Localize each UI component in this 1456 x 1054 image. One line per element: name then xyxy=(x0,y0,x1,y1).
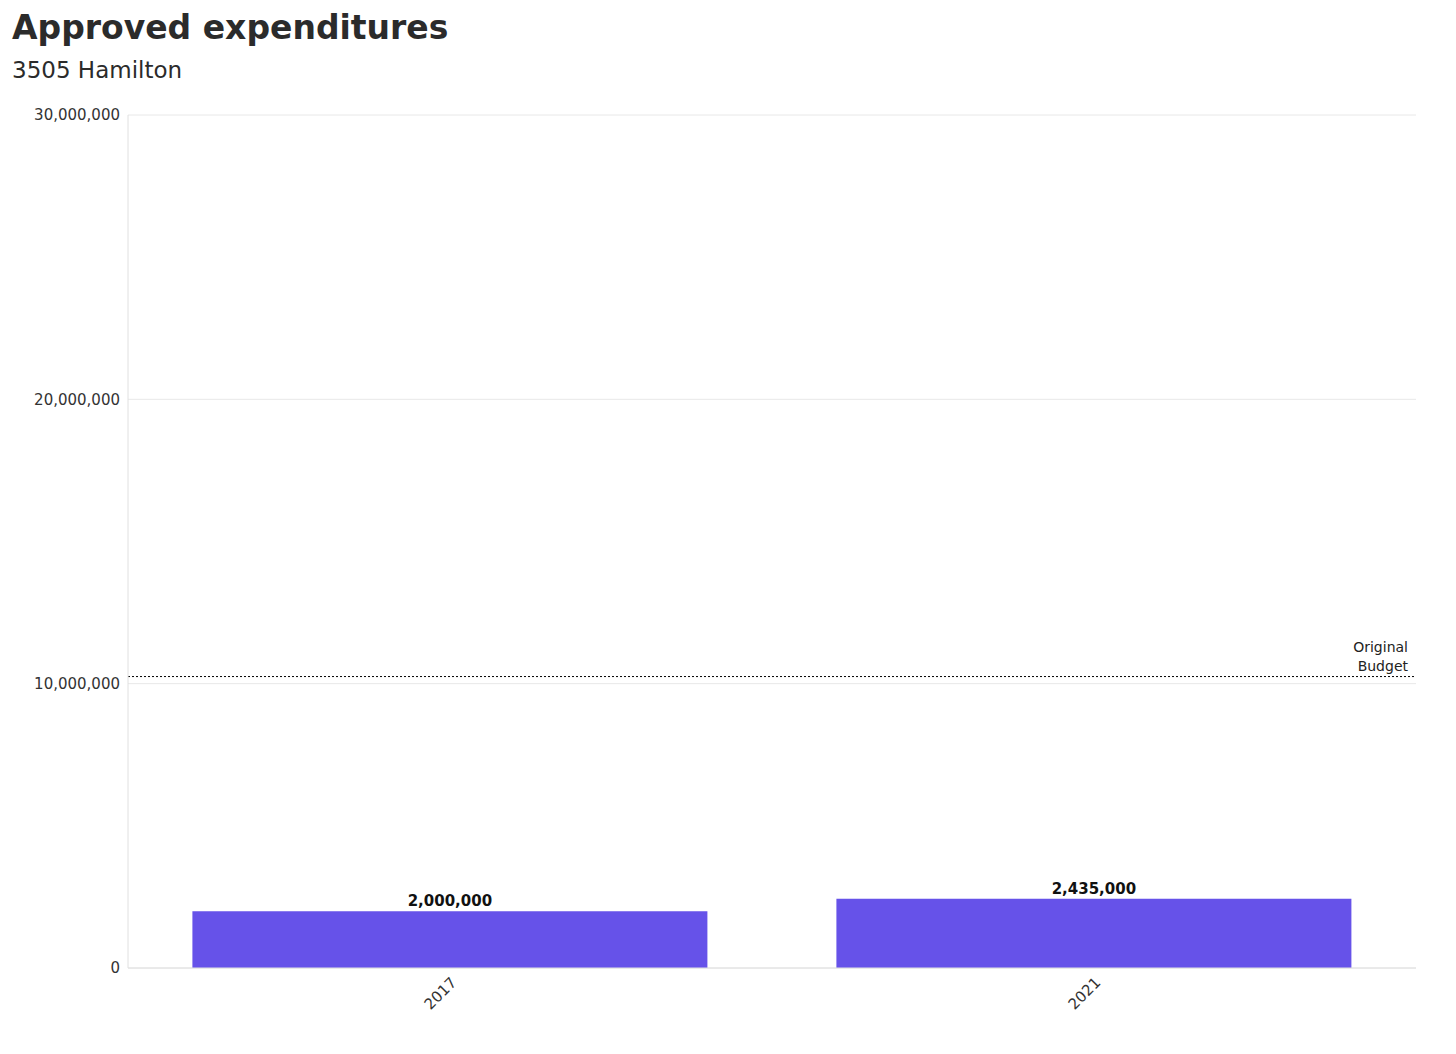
svg-text:2021: 2021 xyxy=(1065,974,1105,1014)
svg-text:0: 0 xyxy=(110,959,120,977)
svg-text:2,000,000: 2,000,000 xyxy=(408,892,492,910)
svg-text:2017: 2017 xyxy=(421,974,461,1014)
svg-text:2,435,000: 2,435,000 xyxy=(1052,880,1136,898)
svg-text:OriginalBudget: OriginalBudget xyxy=(1353,639,1408,674)
svg-text:10,000,000: 10,000,000 xyxy=(34,675,120,693)
html-text:3505 Hamilton: 3505 Hamilton xyxy=(12,57,183,83)
svg-text:30,000,000: 30,000,000 xyxy=(34,106,120,124)
html-text:Approved expenditures: Approved expenditures xyxy=(12,8,449,47)
svg-text:20,000,000: 20,000,000 xyxy=(34,391,120,409)
